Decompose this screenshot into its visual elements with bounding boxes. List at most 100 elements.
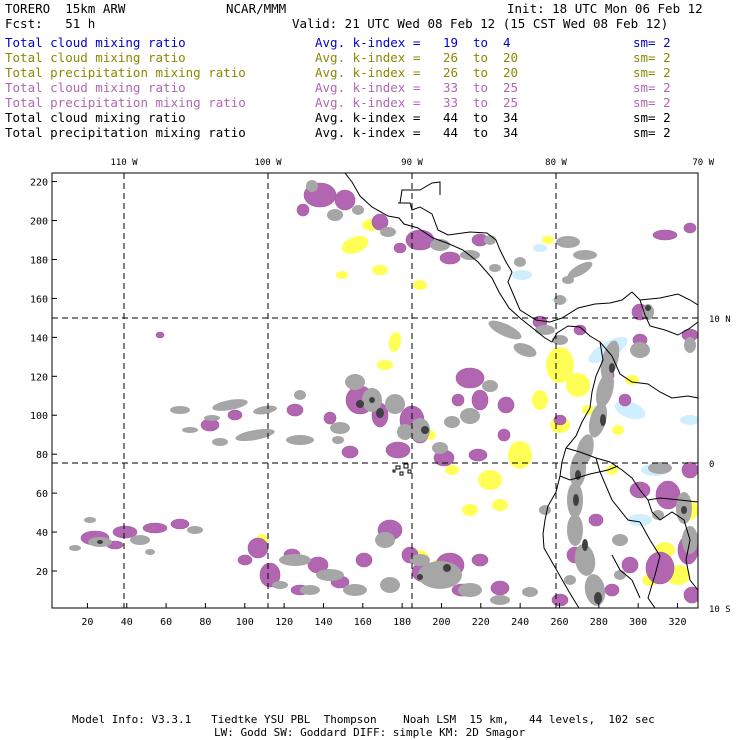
purple-cloud-patch xyxy=(683,222,697,234)
dark-cloud-core xyxy=(573,494,579,506)
legend-field-name: Total cloud mixing ratio xyxy=(5,35,186,50)
legend-index-label: Avg. k-index = xyxy=(315,80,421,95)
legend-range-from: 44 xyxy=(443,110,459,125)
gray-cloud-patch xyxy=(385,394,405,414)
gray-cloud-patch xyxy=(286,435,314,445)
legend-range-to-word: to xyxy=(473,50,489,65)
legend-row: Total precipitation mixing ratio Avg. k-i… xyxy=(5,125,725,140)
latitude-label: 0 xyxy=(709,460,714,470)
legend-range-to-word: to xyxy=(473,125,489,140)
dark-cloud-core xyxy=(600,414,606,426)
latitude-label: 10 S xyxy=(709,605,731,615)
legend-field-name: Total precipitation mixing ratio xyxy=(5,125,246,140)
legend-index-label: Avg. k-index = xyxy=(315,35,421,50)
coastline xyxy=(392,469,396,473)
gray-cloud-patch xyxy=(345,374,365,390)
legend-range-to: 25 xyxy=(503,95,519,110)
purple-cloud-patch xyxy=(497,396,515,414)
legend-range-to: 34 xyxy=(503,125,519,140)
legend-range-to-word: to xyxy=(473,80,489,95)
yellow-cloud-patch xyxy=(413,280,427,290)
x-tick-label: 320 xyxy=(668,617,686,628)
purple-cloud-patch xyxy=(334,189,356,211)
legend-range-from: 26 xyxy=(443,50,459,65)
purple-cloud-patch xyxy=(405,229,435,251)
legend-index-label: Avg. k-index = xyxy=(315,110,421,125)
purple-cloud-patch xyxy=(497,428,511,442)
dark-cloud-core xyxy=(609,363,615,373)
gray-cloud-patch xyxy=(444,416,460,428)
legend-range-from: 44 xyxy=(443,125,459,140)
legend-field-name: Total cloud mixing ratio xyxy=(5,80,186,95)
purple-cloud-patch xyxy=(551,593,569,607)
coastline-layer xyxy=(344,173,698,608)
gray-cloud-patch xyxy=(535,325,555,335)
yellow-cloud-patch xyxy=(612,425,624,435)
purple-cloud-patch xyxy=(621,556,639,574)
valid-time: Valid: 21 UTC Wed 08 Feb 12 (15 CST Wed … xyxy=(292,16,669,31)
coastline xyxy=(565,447,698,503)
legend-range-to: 20 xyxy=(503,65,519,80)
legend-range-from: 19 xyxy=(443,35,459,50)
yellow-cloud-patch xyxy=(582,405,594,415)
dark-cloud-core xyxy=(421,426,429,434)
gray-cloud-patch xyxy=(397,424,413,440)
purple-cloud-patch xyxy=(142,522,168,534)
purple-cloud-patch xyxy=(645,551,675,585)
gray-cloud-patch xyxy=(652,510,664,520)
purple-cloud-patch xyxy=(323,411,337,425)
lat-lon-grid xyxy=(52,173,698,608)
gray-cloud-patch xyxy=(375,532,395,548)
legend-index-label: Avg. k-index = xyxy=(315,50,421,65)
gray-cloud-patch xyxy=(567,261,593,279)
gray-cloud-patch xyxy=(484,235,496,245)
x-tick-label: 80 xyxy=(199,617,211,628)
purple-cloud-patch xyxy=(385,441,411,459)
legend-range-to: 34 xyxy=(503,110,519,125)
legend-index-label: Avg. k-index = xyxy=(315,95,421,110)
legend-range-to: 20 xyxy=(503,50,519,65)
coastline xyxy=(639,521,661,608)
gray-cloud-patch xyxy=(279,554,311,566)
coastline xyxy=(395,465,401,470)
dark-cloud-core xyxy=(356,400,364,408)
gray-cloud-patch xyxy=(332,436,344,444)
map-frame xyxy=(51,172,699,609)
purple-cloud-patch xyxy=(468,448,488,462)
coastline xyxy=(403,463,409,469)
yellow-cloud-patch xyxy=(388,332,402,352)
gray-cloud-patch xyxy=(69,545,81,551)
gray-cloud-patch xyxy=(648,462,672,474)
x-tick-label: 240 xyxy=(511,617,529,628)
gray-cloud-patch xyxy=(539,505,551,515)
gray-cloud-patch xyxy=(554,295,566,305)
legend-row: Total cloud mixing ratio Avg. k-index = 44… xyxy=(5,110,725,125)
purple-cloud-patch xyxy=(355,552,373,568)
legend-smoothing: sm= 2 xyxy=(633,95,671,110)
legend-index-label: Avg. k-index = xyxy=(315,65,421,80)
legend-field-name: Total cloud mixing ratio xyxy=(5,50,186,65)
purple-cloud-patch xyxy=(371,213,389,231)
x-tick-label: 160 xyxy=(354,617,372,628)
legend-range-from: 33 xyxy=(443,95,459,110)
yellow-cloud-patch xyxy=(625,375,639,385)
y-tick-label: 100 xyxy=(30,411,48,422)
x-tick-label: 20 xyxy=(81,617,93,628)
gray-cloud-patch xyxy=(306,180,318,192)
y-tick-label: 180 xyxy=(30,255,48,266)
gray-cloud-patch xyxy=(514,257,526,267)
gray-cloud-patch xyxy=(460,408,480,424)
x-tick-label: 140 xyxy=(314,617,332,628)
legend-row: Total cloud mixing ratio Avg. k-index = 19… xyxy=(5,35,725,50)
purple-cloud-patch xyxy=(259,562,281,588)
gray-cloud-patch xyxy=(588,402,608,438)
yellow-cloud-patch xyxy=(542,236,554,244)
model-name: TORERO 15km ARW xyxy=(5,1,126,16)
yellow-cloud-patch xyxy=(532,390,548,410)
gray-cloud-patch xyxy=(272,581,288,589)
legend-smoothing: sm= 2 xyxy=(633,125,671,140)
x-tick-label: 120 xyxy=(275,617,293,628)
yellow-cloud-patch xyxy=(492,499,508,511)
x-tick-label: 180 xyxy=(393,617,411,628)
latitude-label: 10 N xyxy=(709,315,731,325)
